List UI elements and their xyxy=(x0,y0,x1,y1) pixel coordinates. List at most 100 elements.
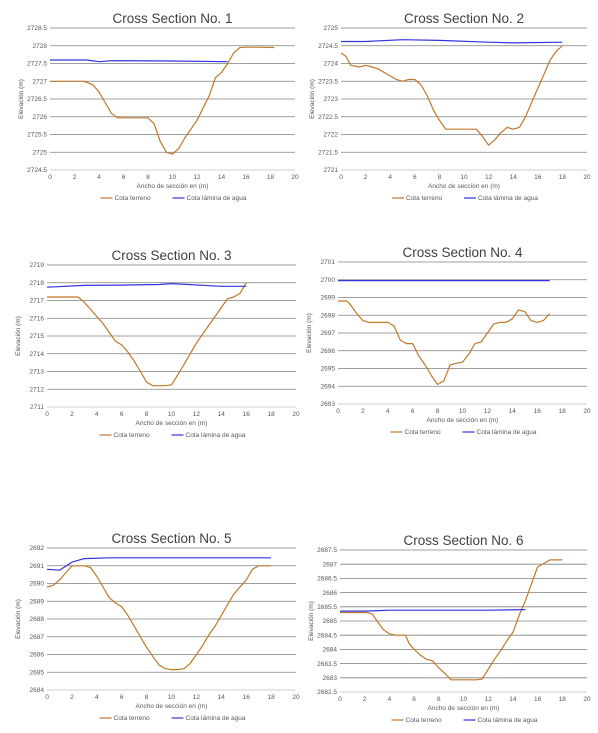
x-tick-label: 0 xyxy=(339,174,343,181)
x-tick-label: 10 xyxy=(169,174,177,181)
y-tick-label: 2725 xyxy=(33,149,48,156)
x-tick-label: 12 xyxy=(485,174,493,181)
legend: Cota terreno Cota lámina de agua xyxy=(392,195,538,202)
x-tick-label: 20 xyxy=(292,411,300,418)
chart-panel-6: Cross Section No. 62682.526832683.526842… xyxy=(308,533,591,724)
y-tick-label: 2695 xyxy=(321,366,336,373)
y-tick-label: 2688 xyxy=(30,616,45,623)
x-tick-label: 2 xyxy=(70,411,74,418)
legend-water-label: Cota lámina de agua xyxy=(478,717,538,724)
y-tick-label: 2696 xyxy=(321,348,336,355)
x-tick-label: 16 xyxy=(242,174,250,181)
legend-terrain-label: Cota terreno xyxy=(405,429,442,436)
x-tick-label: 10 xyxy=(460,696,468,703)
terrain-line xyxy=(50,46,275,155)
x-tick-label: 6 xyxy=(411,408,415,415)
y-tick-label: 2694 xyxy=(321,383,336,390)
y-tick-label: 2728.5 xyxy=(27,25,47,32)
legend: Cota terreno Cota lámina de agua xyxy=(391,717,538,724)
x-tick-label: 12 xyxy=(193,694,201,701)
x-tick-label: 8 xyxy=(145,411,149,418)
x-tick-label: 4 xyxy=(97,174,101,181)
chart-title: Cross Section No. 5 xyxy=(111,531,231,546)
x-tick-label: 4 xyxy=(386,408,390,415)
legend: Cota terreno Cota lámina de agua xyxy=(100,195,247,202)
chart-panel-3: Cross Section No. 3 2711 2712 2713 2714 2715 2… xyxy=(15,248,300,439)
y-tick-label: 2718 xyxy=(30,280,45,287)
y-tick-label: 2693 xyxy=(321,401,336,408)
y-axis-label: Elevación (m) xyxy=(18,79,25,119)
x-tick-label: 6 xyxy=(120,694,124,701)
x-tick-label: 6 xyxy=(412,696,416,703)
y-tick-label: 2728 xyxy=(33,43,48,50)
x-tick-label: 16 xyxy=(534,408,542,415)
chart-title: Cross Section No. 2 xyxy=(404,11,524,26)
y-tick-label: 2691 xyxy=(30,563,45,570)
x-tick-label: 20 xyxy=(583,408,591,415)
y-tick-label: 2684.5 xyxy=(317,632,337,639)
x-axis-label: Ancho de sección en (m) xyxy=(428,705,500,712)
x-tick-label: 20 xyxy=(583,174,591,181)
x-tick-label: 10 xyxy=(168,411,176,418)
y-tick-label: 2721.5 xyxy=(318,149,338,156)
terrain-line xyxy=(47,282,247,387)
x-tick-label: 14 xyxy=(509,696,517,703)
x-tick-label: 12 xyxy=(484,408,492,415)
y-tick-label: 2686 xyxy=(30,652,45,659)
x-tick-label: 0 xyxy=(48,174,52,181)
x-tick-label: 8 xyxy=(436,408,440,415)
chart-panel-1: Cross Section No. 1 2724.5 2725 2725.5 2726 2… xyxy=(18,11,299,202)
y-tick-label: 2689 xyxy=(30,598,45,605)
x-tick-label: 14 xyxy=(218,411,226,418)
x-tick-label: 14 xyxy=(509,408,517,415)
legend-water-label: Cota lámina de agua xyxy=(477,429,537,436)
y-tick-label: 2686.5 xyxy=(317,576,337,583)
chart-panel-4: Cross Section No. 4 2693 2694 2695 2696 2697 2… xyxy=(306,245,591,436)
x-tick-label: 18 xyxy=(559,174,567,181)
y-tick-label: 2685 xyxy=(323,618,338,625)
y-tick-label: 2714 xyxy=(30,351,45,358)
y-tick-label: 2726 xyxy=(33,114,48,121)
y-tick-label: 2724 xyxy=(324,61,339,68)
x-tick-label: 16 xyxy=(534,696,542,703)
y-tick-label: 2724.5 xyxy=(318,43,338,50)
x-tick-label: 18 xyxy=(267,694,275,701)
y-tick-label: 2724.5 xyxy=(27,167,47,174)
x-axis-label: Ancho de sección en (m) xyxy=(137,183,209,190)
y-tick-label: 2692 xyxy=(30,545,45,552)
x-tick-label: 2 xyxy=(361,408,365,415)
y-axis-label: Elevación (m) xyxy=(15,316,22,356)
x-tick-label: 16 xyxy=(243,411,251,418)
y-tick-label: 2687.5 xyxy=(317,547,337,554)
x-tick-label: 14 xyxy=(218,694,226,701)
x-tick-label: 4 xyxy=(95,694,99,701)
x-axis-label: Ancho de sección en (m) xyxy=(427,417,499,424)
y-tick-label: 2727 xyxy=(33,78,48,85)
chart-title: Cross Section No. 6 xyxy=(403,533,523,548)
water-surface-line xyxy=(46,283,247,288)
x-tick-label: 6 xyxy=(120,411,124,418)
chart-title: Cross Section No. 3 xyxy=(111,248,231,263)
y-tick-label: 2723.5 xyxy=(318,78,338,85)
chart-panel-2: Cross Section No. 2 2721 2721.5 2722 2722.5 2… xyxy=(309,11,591,202)
legend: Cota terreno Cota lámina de agua xyxy=(390,429,537,436)
y-tick-label: 2726.5 xyxy=(27,96,47,103)
x-tick-label: 10 xyxy=(168,694,176,701)
y-tick-label: 2682.5 xyxy=(317,689,337,696)
x-tick-label: 4 xyxy=(95,411,99,418)
water-surface-line xyxy=(341,39,563,44)
y-tick-label: 2727.5 xyxy=(27,61,47,68)
legend-water-label: Cota lámina de agua xyxy=(186,432,246,439)
terrain-line xyxy=(340,559,563,681)
x-tick-label: 8 xyxy=(437,696,441,703)
x-tick-label: 0 xyxy=(45,694,49,701)
x-tick-label: 2 xyxy=(70,694,74,701)
y-tick-label: 2687 xyxy=(323,561,338,568)
x-tick-label: 6 xyxy=(122,174,126,181)
y-tick-label: 2690 xyxy=(30,581,45,588)
y-tick-label: 2722.5 xyxy=(318,114,338,121)
x-tick-label: 18 xyxy=(267,174,275,181)
y-tick-label: 2684 xyxy=(30,687,45,694)
legend-water-label: Cota lámina de agua xyxy=(186,715,246,722)
x-axis-label: Ancho de sección en (m) xyxy=(136,420,208,427)
